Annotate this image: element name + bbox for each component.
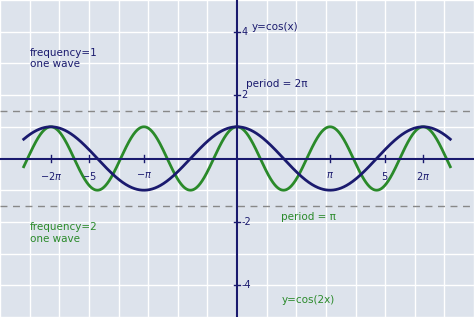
Text: frequency=1
one wave: frequency=1 one wave bbox=[29, 48, 97, 69]
Text: period = 2π: period = 2π bbox=[246, 79, 307, 89]
Text: -2: -2 bbox=[241, 217, 251, 227]
Text: $5$: $5$ bbox=[382, 170, 389, 182]
Text: 2: 2 bbox=[241, 90, 248, 100]
Text: frequency=2
one wave: frequency=2 one wave bbox=[29, 222, 97, 243]
Text: y=cos(2x): y=cos(2x) bbox=[282, 295, 335, 305]
Text: period = π: period = π bbox=[282, 212, 337, 223]
Text: 4: 4 bbox=[241, 27, 247, 37]
Text: $2\pi$: $2\pi$ bbox=[416, 170, 430, 182]
Text: -4: -4 bbox=[241, 280, 251, 290]
Text: $-2\pi$: $-2\pi$ bbox=[40, 170, 62, 182]
Text: $-\pi$: $-\pi$ bbox=[136, 170, 152, 180]
Text: y=cos(x): y=cos(x) bbox=[252, 22, 299, 32]
Text: $-5$: $-5$ bbox=[81, 170, 97, 182]
Text: $\pi$: $\pi$ bbox=[326, 170, 334, 180]
